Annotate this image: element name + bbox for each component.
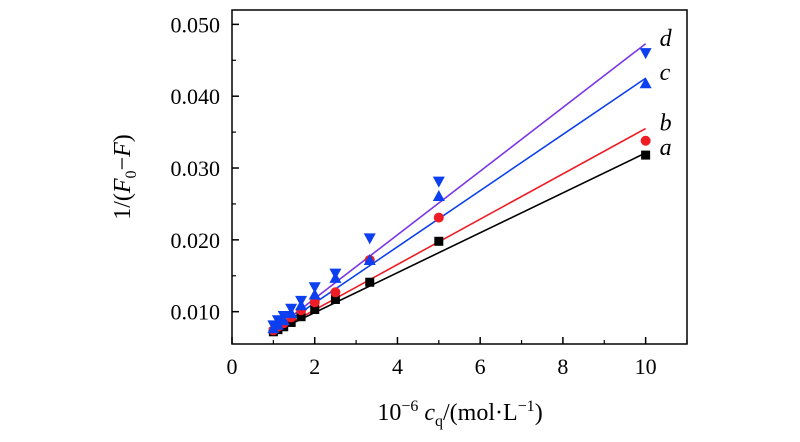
x-axis-label: 10−6 cq/(mol·L−1) [377, 398, 542, 430]
y-tick-label: 0.050 [171, 12, 221, 37]
fit-line-b [272, 127, 647, 334]
y-tick-label: 0.030 [171, 156, 221, 181]
y-tick-label: 0.040 [171, 84, 221, 109]
marker-d [277, 310, 290, 322]
x-tick-label: 8 [557, 354, 568, 379]
marker-a [365, 277, 375, 287]
marker-c [432, 190, 445, 202]
marker-a [434, 236, 444, 246]
marker-a [286, 317, 296, 327]
fit-line-c [272, 77, 647, 332]
fit-line-a [273, 152, 646, 334]
data-markers [267, 48, 652, 337]
x-tick-label: 6 [475, 354, 486, 379]
series-label-d: d [660, 26, 673, 52]
marker-d [363, 233, 376, 245]
x-tick-label: 0 [227, 354, 238, 379]
plot-frame [231, 9, 688, 345]
marker-a [296, 312, 306, 322]
y-tick-label: 0.010 [171, 300, 221, 325]
marker-d [308, 282, 321, 294]
marker-b [433, 212, 444, 223]
marker-d [639, 48, 652, 60]
x-tick-label: 2 [309, 354, 320, 379]
marker-c [363, 253, 376, 265]
marker-d [271, 315, 284, 327]
marker-d [329, 268, 342, 280]
marker-a [330, 294, 340, 304]
marker-c [308, 288, 321, 300]
y-axis: 0.010 0.020 0.030 0.040 0.050 [171, 12, 239, 325]
series-label-a: a [660, 135, 672, 161]
y-axis-label: 1/(F0−F) [110, 134, 140, 220]
marker-d [432, 176, 445, 188]
marker-d [295, 295, 308, 307]
x-axis: 0 2 4 6 8 10 [227, 337, 688, 379]
marker-b [330, 287, 341, 298]
x-tick-label: 4 [392, 354, 403, 379]
series-label-b: b [660, 111, 672, 137]
marker-d [285, 303, 298, 315]
marker-b [309, 297, 320, 308]
series-label-c: c [660, 60, 671, 86]
y-tick-label: 0.020 [171, 228, 221, 253]
marker-a [310, 305, 320, 315]
fit-line-d [272, 43, 647, 331]
marker-a [641, 150, 651, 160]
fit-lines [272, 43, 647, 334]
marker-b [640, 135, 651, 146]
marker-c [639, 77, 652, 89]
x-tick-label: 10 [635, 354, 657, 379]
